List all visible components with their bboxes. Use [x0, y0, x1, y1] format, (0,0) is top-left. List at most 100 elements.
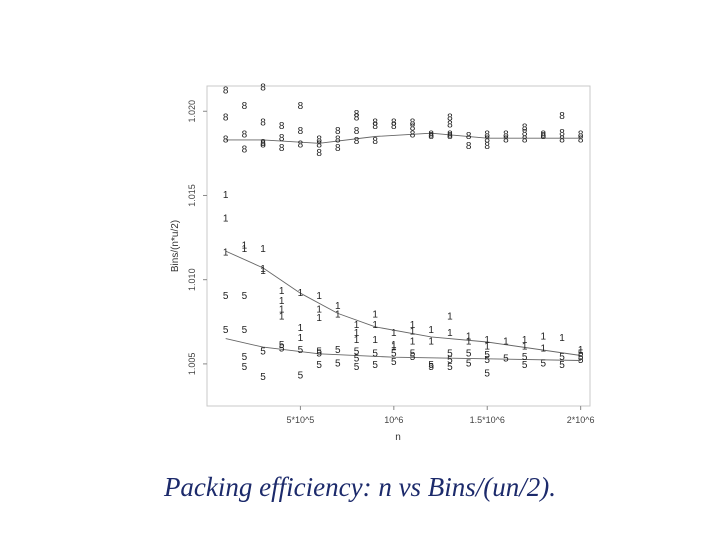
x-axis: 5*10^5 10^6 1.5*10^6 2*10^6	[287, 406, 595, 425]
point-8-26: 8	[372, 118, 378, 129]
point-1-44: 1	[541, 343, 547, 354]
point-5-7: 5	[260, 372, 266, 383]
point-1-29: 1	[410, 320, 416, 331]
point-8-32: 8	[410, 123, 416, 134]
point-5-33: 5	[484, 350, 490, 361]
figure-caption: Packing efficiency: n vs Bins/(un/2).	[163, 472, 557, 502]
point-8-22: 8	[354, 109, 360, 120]
point-5-3: 5	[242, 325, 248, 336]
point-1-9: 1	[279, 296, 285, 307]
point-8-50: 8	[541, 129, 547, 140]
point-8-38: 8	[447, 129, 453, 140]
point-8-15: 8	[298, 140, 304, 151]
point-5-27: 5	[428, 362, 434, 373]
point-1-6: 1	[260, 264, 266, 275]
point-5-8: 5	[279, 340, 285, 351]
point-8-28: 8	[372, 136, 378, 147]
point-5-6: 5	[260, 347, 266, 358]
point-5-42: 5	[578, 348, 584, 359]
point-5-25: 5	[410, 352, 416, 363]
point-5-13: 5	[316, 348, 322, 359]
point-1-8: 1	[279, 286, 285, 297]
point-1-19: 1	[335, 310, 341, 321]
point-8-9: 8	[260, 140, 266, 151]
point-8-44: 8	[484, 141, 490, 152]
point-1-0: 1	[223, 190, 229, 201]
point-8-37: 8	[447, 119, 453, 130]
point-1-23: 1	[372, 310, 378, 321]
y-tick-label-2: 1.015	[187, 184, 197, 207]
point-1-45: 1	[559, 333, 565, 344]
point-1-15: 1	[316, 291, 322, 302]
point-5-20: 5	[372, 348, 378, 359]
point-5-12: 5	[316, 347, 322, 358]
point-8-11: 8	[279, 133, 285, 144]
point-8-39: 8	[447, 131, 453, 142]
point-1-25: 1	[372, 335, 378, 346]
trend-line-1	[225, 250, 581, 356]
point-1-41: 1	[522, 335, 528, 346]
point-5-16: 5	[335, 359, 341, 370]
point-8-55: 8	[578, 129, 584, 140]
point-8-33: 8	[410, 129, 416, 140]
point-8-53: 8	[559, 128, 565, 139]
point-8-13: 8	[298, 101, 304, 112]
point-1-35: 1	[447, 328, 453, 339]
point-8-21: 8	[335, 143, 341, 154]
point-5-18: 5	[354, 353, 360, 364]
point-8-12: 8	[279, 143, 285, 154]
point-1-30: 1	[410, 327, 416, 338]
point-5-24: 5	[410, 348, 416, 359]
point-8-46: 8	[503, 135, 509, 146]
point-1-39: 1	[484, 342, 490, 353]
point-8-27: 8	[372, 121, 378, 132]
point-1-42: 1	[522, 342, 528, 353]
trend-lines	[225, 132, 581, 361]
x-tick-label-1: 10^6	[384, 415, 403, 425]
point-1-26: 1	[391, 328, 397, 339]
point-8-0: 8	[223, 86, 229, 97]
point-1-33: 1	[428, 337, 434, 348]
plot-area	[206, 85, 591, 407]
point-8-20: 8	[335, 135, 341, 146]
y-axis-title: Bins/(n*u/2)	[170, 220, 181, 272]
x-tick-label-0: 5*10^5	[287, 415, 315, 425]
point-5-9: 5	[279, 343, 285, 354]
point-8-24: 8	[354, 126, 360, 137]
y-tick-label-3: 1.020	[187, 100, 197, 123]
point-1-38: 1	[484, 335, 490, 346]
point-5-34: 5	[484, 355, 490, 366]
point-5-26: 5	[428, 360, 434, 371]
point-1-4: 1	[242, 244, 248, 255]
point-1-20: 1	[354, 320, 360, 331]
point-5-44: 5	[578, 355, 584, 366]
point-1-16: 1	[316, 305, 322, 316]
point-5-38: 5	[522, 360, 528, 371]
point-1-21: 1	[354, 328, 360, 339]
point-5-30: 5	[447, 362, 453, 373]
point-1-43: 1	[541, 332, 547, 343]
point-8-45: 8	[503, 129, 509, 140]
point-8-49: 8	[522, 135, 528, 146]
point-8-2: 8	[223, 135, 229, 146]
point-5-17: 5	[354, 347, 360, 358]
point-1-2: 1	[223, 247, 229, 258]
point-8-23: 8	[354, 113, 360, 124]
point-1-40: 1	[503, 337, 509, 348]
point-5-0: 5	[223, 291, 229, 302]
point-5-2: 5	[242, 291, 248, 302]
point-5-23: 5	[391, 357, 397, 368]
point-1-22: 1	[354, 335, 360, 346]
point-1-32: 1	[428, 325, 434, 336]
point-5-5: 5	[242, 362, 248, 373]
y-axis: 1.005 1.010 1.015 1.020	[187, 100, 207, 375]
point-1-18: 1	[335, 301, 341, 312]
point-8-6: 8	[260, 82, 266, 93]
point-5-28: 5	[447, 348, 453, 359]
point-8-14: 8	[298, 126, 304, 137]
x-tick-label-2: 1.5*10^6	[470, 415, 505, 425]
point-1-17: 1	[316, 313, 322, 324]
point-5-41: 5	[559, 360, 565, 371]
point-5-15: 5	[335, 345, 341, 356]
